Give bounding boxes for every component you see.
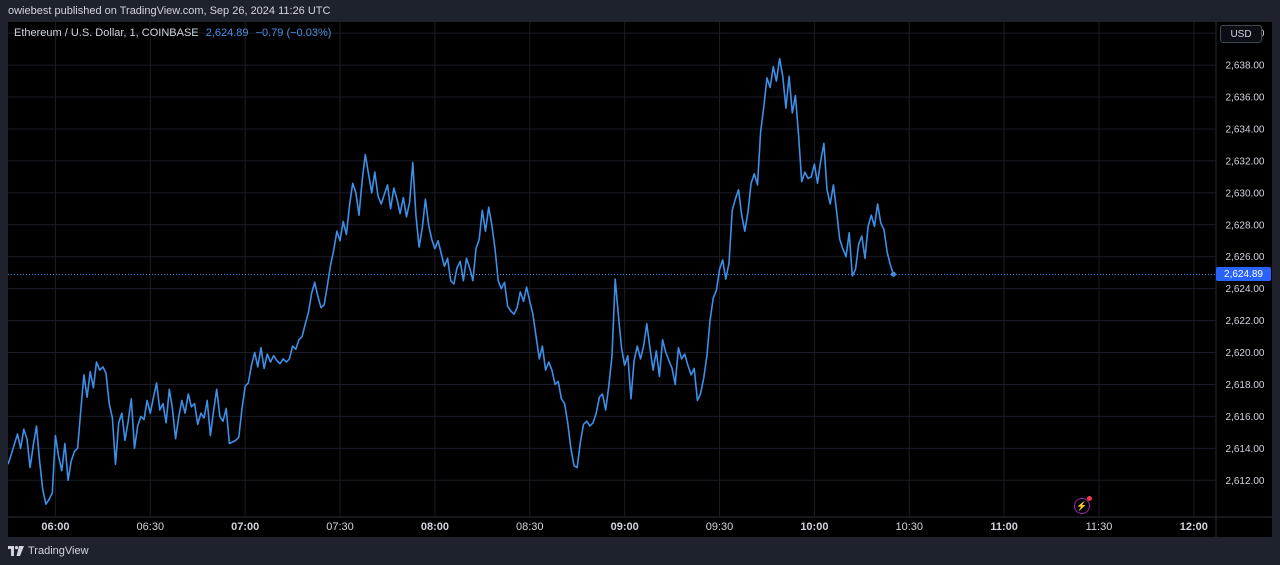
last-price-tag: 2,624.89: [1216, 267, 1271, 282]
last-price-point: [890, 271, 896, 277]
time-tick-label: 08:00: [421, 521, 449, 533]
price-series-line: [8, 57, 895, 505]
price-tick-label: 2,618.00: [1226, 380, 1265, 391]
notification-dot: [1087, 496, 1092, 501]
currency-button[interactable]: USD: [1220, 25, 1262, 43]
price-tick-label: 2,632.00: [1226, 156, 1265, 167]
time-tick-label: 06:00: [41, 521, 69, 533]
time-tick-label: 06:30: [137, 521, 165, 533]
lightning-icon[interactable]: ⚡: [1074, 496, 1092, 514]
price-tick-label: 2,630.00: [1226, 188, 1265, 199]
time-tick-label: 07:30: [326, 521, 354, 533]
chart-area[interactable]: 2,640.002,638.002,636.002,634.002,632.00…: [8, 22, 1272, 537]
time-tick-label: 11:00: [990, 521, 1018, 533]
time-tick-label: 07:00: [231, 521, 259, 533]
tradingview-logo-icon: [8, 546, 24, 556]
price-tick-label: 2,620.00: [1226, 348, 1265, 359]
time-tick-label: 08:30: [516, 521, 544, 533]
price-tick-label: 2,616.00: [1226, 412, 1265, 423]
chart-legend: Ethereum / U.S. Dollar, 1, COINBASE 2,62…: [14, 27, 335, 39]
time-tick-label: 10:00: [800, 521, 828, 533]
grid: [8, 22, 1272, 537]
time-tick-label: 09:00: [611, 521, 639, 533]
price-tick-label: 2,622.00: [1226, 316, 1265, 327]
price-axis[interactable]: 2,640.002,638.002,636.002,634.002,632.00…: [1226, 29, 1265, 487]
footer-bar: TradingView: [0, 537, 1280, 565]
price-tick-label: 2,626.00: [1226, 252, 1265, 263]
price-tick-label: 2,614.00: [1226, 444, 1265, 455]
time-axis[interactable]: 06:00 06:30 07:00 07:30 08:00 08:30 09:00 09:30…: [41, 521, 1208, 533]
price-tick-label: 2,612.00: [1226, 476, 1265, 487]
price-change-label: −0.79 (−0.03%): [255, 27, 332, 39]
price-chart[interactable]: 2,640.002,638.002,636.002,634.002,632.00…: [8, 22, 1272, 537]
time-tick-label: 09:30: [706, 521, 734, 533]
publisher-text: owiebest published on TradingView.com, S…: [8, 5, 331, 17]
tradingview-logo[interactable]: TradingView: [8, 545, 89, 557]
last-price-label: 2,624.89: [205, 27, 249, 39]
price-tick-label: 2,638.00: [1226, 61, 1265, 72]
lightning-glyph: ⚡: [1076, 500, 1088, 511]
time-tick-label: 11:30: [1086, 521, 1113, 533]
price-tick-label: 2,624.00: [1226, 284, 1265, 295]
time-tick-label: 10:30: [895, 521, 923, 533]
publisher-bar: owiebest published on TradingView.com, S…: [0, 0, 1280, 22]
brand-label: TradingView: [28, 545, 89, 557]
time-tick-label: 12:00: [1180, 521, 1208, 533]
price-tick-label: 2,636.00: [1226, 93, 1265, 104]
price-tick-label: 2,628.00: [1226, 220, 1265, 231]
symbol-label: Ethereum / U.S. Dollar, 1, COINBASE: [14, 27, 199, 39]
price-tick-label: 2,634.00: [1226, 124, 1265, 135]
